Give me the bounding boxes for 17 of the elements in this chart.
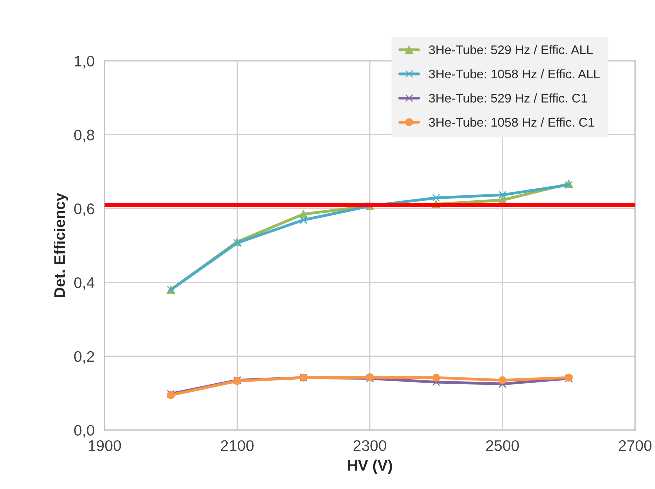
y-tick-label: 0,6 [74, 204, 94, 216]
x-tick-label: 2100 [221, 440, 254, 452]
legend-label: 3He-Tube: 1058 Hz / Effic. C1 [429, 118, 594, 127]
x-tick-label: 2300 [354, 440, 386, 452]
legend-label: 3He-Tube: 1058 Hz / Effic. ALL [429, 69, 600, 79]
x-tick-label: 2700 [619, 440, 652, 452]
x-tick-label: 1900 [88, 440, 122, 452]
y-tick-label: 0,0 [74, 425, 94, 438]
x-tick-label: 2500 [486, 440, 520, 452]
y-tick-label: 1,0 [75, 56, 94, 69]
legend-label: 3He-Tube: 529 Hz / Effic. C1 [429, 94, 588, 103]
x-axis-title: HV (V) [348, 460, 392, 474]
y-axis-title: Det. Efficiency [54, 193, 68, 298]
y-tick-label: 0,2 [74, 351, 94, 364]
y-tick-label: 0,4 [74, 278, 95, 290]
legend-label: 3He-Tube: 529 Hz / Effic. ALL [429, 45, 594, 55]
y-tick-label: 0,8 [74, 130, 94, 142]
